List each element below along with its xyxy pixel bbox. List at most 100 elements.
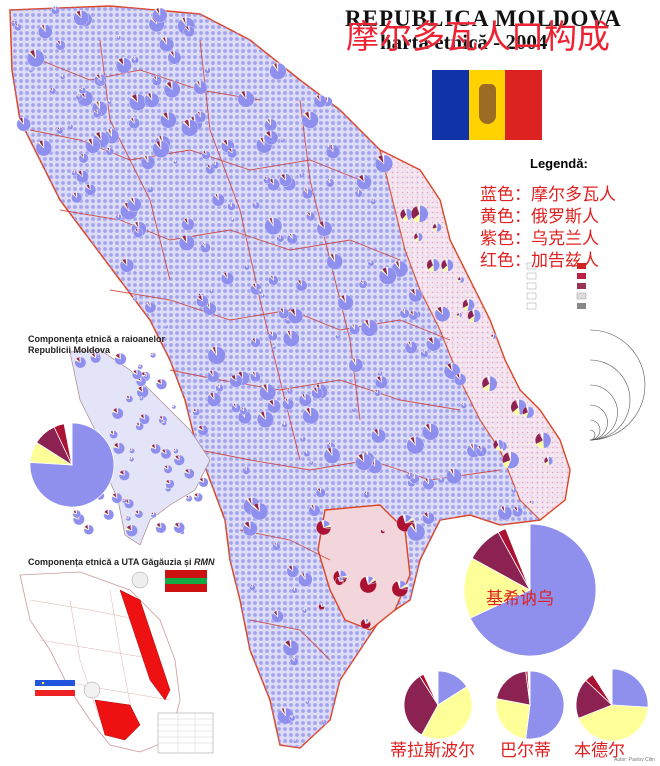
raion-mini-pie: [192, 408, 201, 416]
settlement-pie: [325, 178, 335, 188]
settlement-pie-slice: [231, 148, 233, 154]
settlement-pie-slice: [282, 398, 294, 410]
settlement-pie-slice: [432, 336, 434, 345]
settlement-pie: [144, 92, 160, 108]
scale-arcs: [589, 329, 646, 441]
settlement-pie-slice: [309, 407, 311, 416]
pie-tiraspol: [403, 670, 473, 740]
settlement-pie-slice: [344, 294, 346, 303]
settlement-pie-slice: [125, 258, 128, 266]
settlement-pie-slice: [22, 117, 24, 125]
settlement-pie-slice: [300, 279, 302, 286]
settlement-pie: [229, 374, 243, 388]
settlement-pie: [354, 189, 363, 198]
settlement-pie-slice: [71, 170, 78, 176]
settlement-pie: [360, 319, 378, 337]
settlement-pie: [28, 68, 34, 73]
raion-mini-pie: [125, 515, 131, 522]
settlement-pie-slice: [217, 193, 219, 200]
pie-bender-slice: [611, 668, 649, 708]
settlement-pies: [10, 6, 554, 744]
settlement-pie: [231, 403, 241, 413]
raion-mini-pie: [111, 407, 124, 420]
raion-mini-pie-slice: [118, 442, 120, 449]
settlement-pie: [335, 576, 344, 586]
raion-mini-pie-slice: [123, 469, 125, 476]
raion-mini-pie-slice: [119, 353, 121, 360]
settlement-pie: [400, 208, 413, 221]
raion-mini-pie-slice: [73, 513, 85, 526]
raion-mini-pie-slice: [128, 498, 130, 504]
settlement-pie: [349, 323, 360, 335]
settlement-pie-slice: [380, 375, 382, 383]
settlement-pie-slice: [460, 276, 462, 280]
settlement-pie-slice: [272, 178, 274, 185]
settlement-pie-slice: [459, 373, 461, 380]
settlement-pie-slice: [381, 529, 383, 532]
raion-mini-pie: [118, 469, 130, 481]
settlement-pie: [359, 576, 377, 594]
settlement-pie-slice: [335, 577, 344, 586]
raion-mini-pie-slice: [116, 407, 118, 414]
settlement-pie: [374, 154, 393, 173]
raion-mini-pie-slice: [87, 524, 89, 530]
settlement-pie-slice: [136, 93, 138, 103]
settlement-pie: [131, 56, 139, 65]
settlement-pie-slice: [363, 174, 365, 183]
raion-mini-pie-slice: [167, 464, 169, 470]
settlement-pie-slice: [353, 323, 355, 330]
raion-mini-pie: [185, 495, 193, 502]
settlement-pie-slice: [422, 511, 435, 525]
raion-mini-pie: [96, 353, 101, 358]
settlement-pie-slice: [487, 376, 490, 384]
settlement-pie: [279, 173, 293, 187]
settlement-pie: [244, 264, 250, 271]
settlement-pie-slice: [199, 111, 201, 118]
settlement-pie: [127, 197, 142, 212]
settlement-pie-slice: [316, 520, 331, 536]
settlement-pie-slice: [99, 131, 102, 140]
settlement-pie-slice: [458, 312, 460, 316]
settlement-pie: [78, 153, 89, 164]
settlement-pie-slice: [201, 295, 203, 302]
raion-mini-pie-slice: [76, 509, 77, 515]
settlement-pie-slice: [427, 511, 429, 519]
settlement-pie-slice: [272, 399, 275, 407]
settlement-pie: [152, 140, 170, 158]
settlement-pie: [49, 87, 57, 95]
pie-balti-slice: [495, 698, 531, 740]
settlement-pie-slice: [98, 100, 100, 109]
raions-panel-title: Componența etnică a raioanelor Republici…: [28, 334, 165, 356]
settlement-pie-slice: [80, 10, 82, 19]
settlement-pie: [107, 99, 112, 105]
raion-mini-pie-slice: [197, 492, 199, 498]
raion-mini-pie-slice: [160, 448, 172, 460]
raion-mini-pie: [113, 442, 125, 455]
settlement-pie: [269, 62, 287, 80]
settlement-pie-slice: [78, 86, 86, 95]
settlement-pie: [453, 373, 467, 386]
settlement-pie: [56, 127, 64, 135]
raion-mini-pie: [137, 363, 143, 370]
raion-mini-pie: [143, 373, 150, 380]
settlement-pie-slice: [542, 432, 552, 449]
settlement-pie: [129, 93, 147, 111]
flag-stripe-blue: [432, 70, 469, 140]
settlement-pie: [301, 111, 319, 129]
settlement-pie-slice: [304, 393, 306, 401]
pie-balti-slice: [525, 670, 565, 740]
raions-title-line1: Componența etnică a raioanelor: [28, 334, 166, 344]
settlement-pie: [151, 75, 162, 86]
settlement-pie-slice: [155, 75, 157, 81]
pie-raions-slice: [63, 422, 73, 466]
raion-mini-pie-slice: [79, 356, 81, 363]
settlement-pie: [196, 295, 209, 308]
settlement-pie: [405, 472, 414, 480]
settlement-pie: [282, 398, 294, 410]
settlement-pie: [302, 407, 320, 425]
settlement-pie-slice: [205, 150, 207, 156]
settlement-pie-slice: [441, 306, 443, 315]
settlement-pie-slice: [503, 505, 506, 514]
pie-tiraspol-slice: [421, 686, 473, 740]
settlement-pie: [181, 119, 199, 137]
